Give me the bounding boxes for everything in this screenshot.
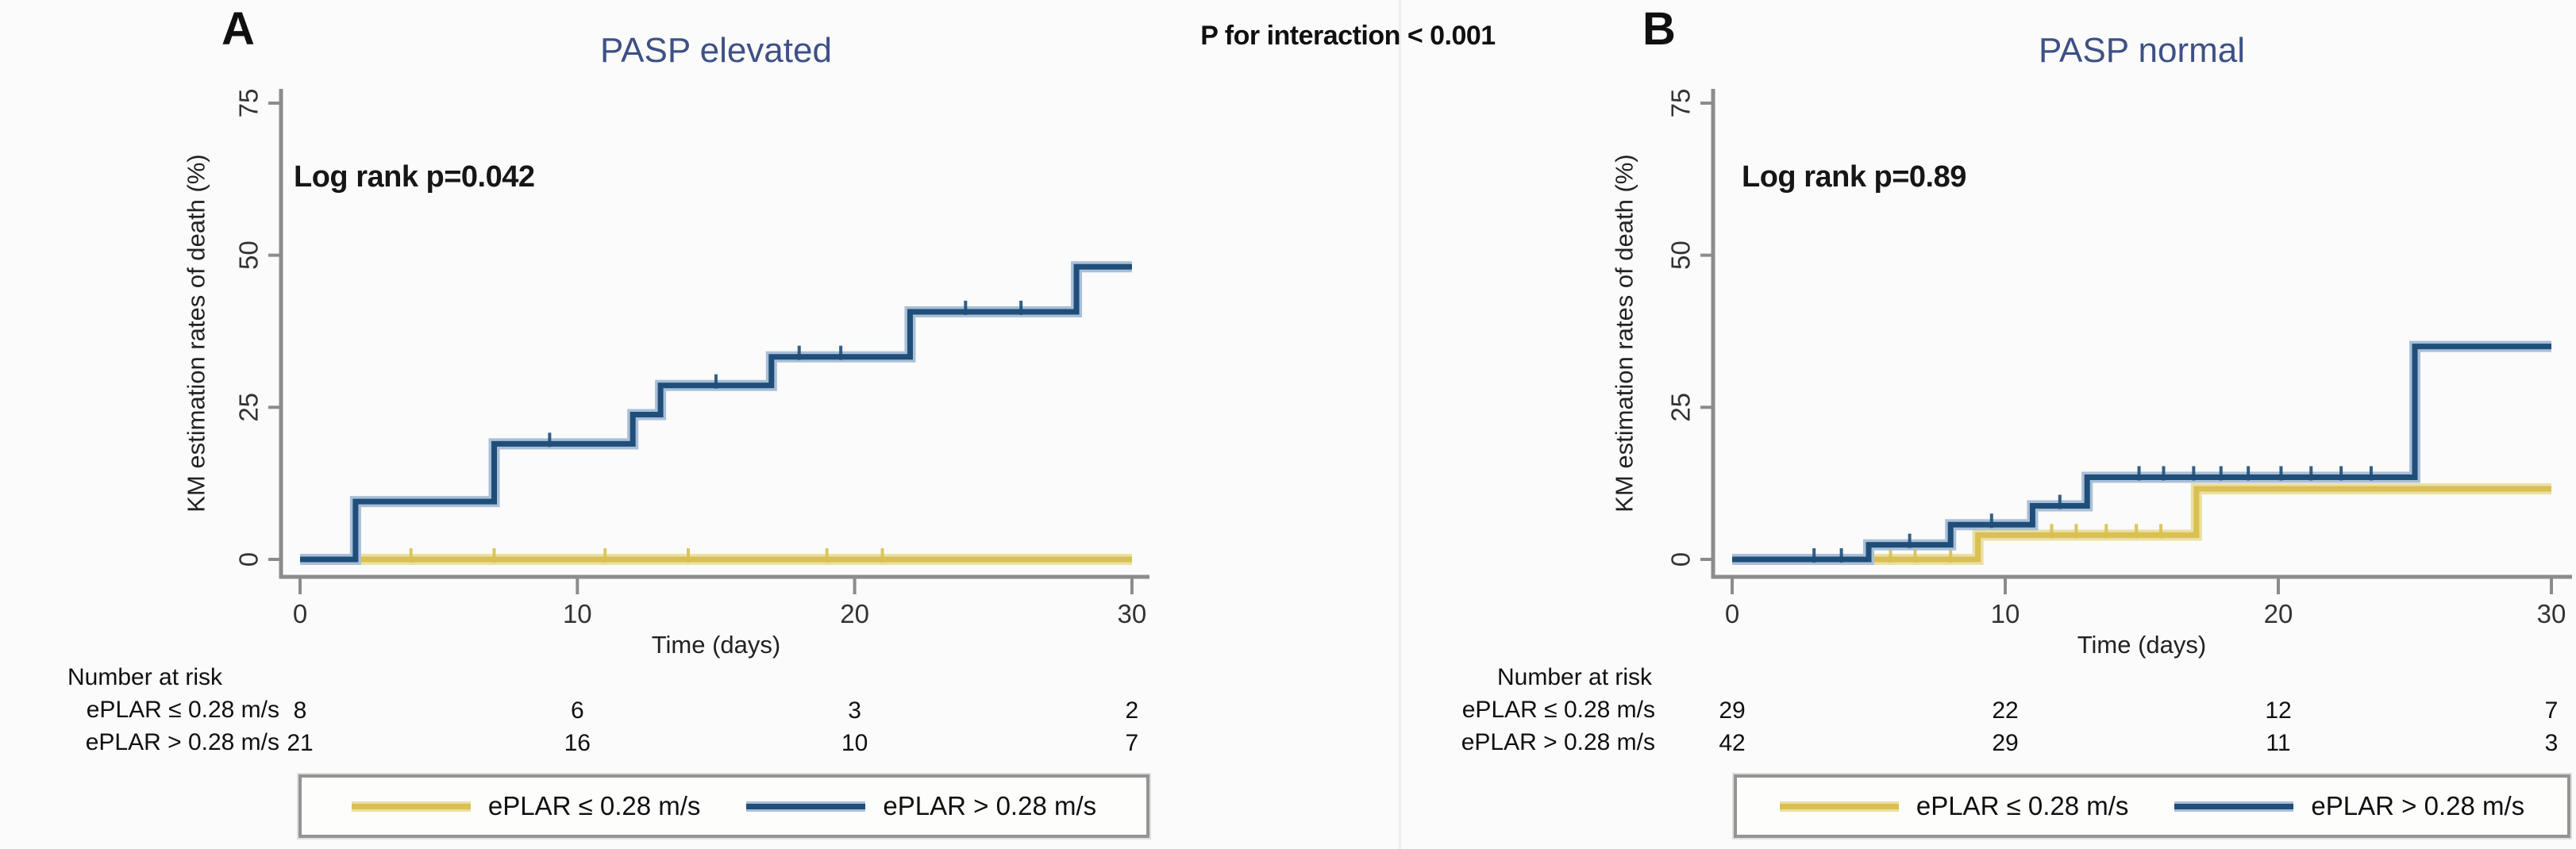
panel-b-y-axis-label: KM estimation rates of death (%) — [1610, 154, 1638, 513]
y-tick-label: 25 — [1666, 393, 1696, 422]
y-tick-label: 50 — [234, 240, 264, 270]
y-tick-label: 0 — [1666, 552, 1696, 567]
panel-B-axes: 0 25 50 75 0 10 20 30 — [1666, 89, 2572, 628]
legend-label: ePLAR ≤ 0.28 m/s — [487, 791, 701, 820]
panel-b-logrank-annotation: Log rank p=0.89 — [1742, 160, 1966, 194]
x-tick-label: 0 — [293, 599, 307, 628]
panel-a-x-axis-label: Time (days) — [651, 631, 781, 659]
legend-entry: ePLAR > 0.28 m/s — [2174, 791, 2524, 821]
panel-b-risk-row-label-le: ePLAR ≤ 0.28 m/s — [1461, 697, 1655, 723]
y-tick-label: 75 — [1666, 89, 1696, 118]
legend-entry: ePLAR ≤ 0.28 m/s — [351, 791, 701, 821]
panel-a-risk-row-label-gt: ePLAR > 0.28 m/s — [85, 729, 279, 755]
panel-b-x-axis-label: Time (days) — [2077, 631, 2207, 659]
km-curve-halo — [1732, 340, 2551, 565]
km-curve — [300, 263, 1132, 563]
legend-line-core — [1779, 803, 1899, 809]
interaction-p-value: P for interaction < 0.001 — [1200, 21, 1496, 51]
legend-line-sample — [351, 801, 471, 812]
panel-b-title: PASP normal — [2038, 31, 2246, 70]
legend-line-sample — [746, 801, 866, 812]
x-tick-label: 30 — [2537, 599, 2566, 628]
panel-A-axes: 0 25 50 75 0 10 20 30 — [234, 89, 1149, 628]
panel-a-number-at-risk-heading: Number at risk — [67, 664, 223, 690]
panel-A-series-blue-curve — [300, 261, 1132, 565]
legend-line-sample — [1779, 801, 1899, 812]
panel-a-logrank-annotation: Log rank p=0.042 — [294, 160, 535, 194]
x-tick-label: 20 — [840, 599, 869, 628]
panel-b-number-at-risk-heading: Number at risk — [1497, 664, 1653, 690]
km-curve-halo — [1732, 483, 2551, 565]
legend-line-core — [351, 803, 471, 809]
y-tick-label: 0 — [234, 552, 264, 567]
y-tick-label: 25 — [234, 393, 264, 422]
panel-B-series-blue-curve — [1732, 340, 2551, 565]
legend-label: ePLAR > 0.28 m/s — [2311, 791, 2525, 820]
panel-a-y-axis-label: KM estimation rates of death (%) — [182, 154, 210, 513]
x-tick-label: 0 — [1725, 599, 1739, 628]
y-tick-label: 50 — [1666, 240, 1696, 270]
legend-entry: ePLAR ≤ 0.28 m/s — [1779, 791, 2129, 821]
panel-a-title: PASP elevated — [600, 31, 832, 70]
legend-line-core — [746, 803, 866, 809]
panel-b-legend: ePLAR ≤ 0.28 m/s ePLAR > 0.28 m/s — [1734, 774, 2570, 838]
km-curve — [1732, 486, 2551, 563]
x-tick-label: 10 — [563, 599, 592, 628]
x-tick-label: 10 — [1991, 599, 2020, 628]
x-tick-label: 20 — [2264, 599, 2293, 628]
panel-b-letter: B — [1642, 3, 1676, 55]
legend-line-sample — [2174, 801, 2294, 812]
panel-divider — [1399, 0, 1401, 849]
panel-a-letter: A — [221, 3, 255, 55]
legend-entry: ePLAR > 0.28 m/s — [746, 791, 1096, 821]
legend-label: ePLAR > 0.28 m/s — [883, 791, 1097, 820]
panel-b-risk-row-label-gt: ePLAR > 0.28 m/s — [1461, 729, 1655, 755]
panel-a-legend: ePLAR ≤ 0.28 m/s ePLAR > 0.28 m/s — [298, 774, 1149, 838]
panel-a-risk-row-label-le: ePLAR ≤ 0.28 m/s — [86, 697, 279, 723]
y-tick-label: 75 — [234, 89, 264, 118]
panel-B-series-gold-curve — [1732, 483, 2551, 565]
panel-A-series-gold-curve — [300, 548, 1132, 565]
legend-line-core — [2174, 803, 2294, 809]
x-tick-label: 30 — [1118, 599, 1147, 628]
km-curve — [1732, 344, 2551, 563]
legend-label: ePLAR ≤ 0.28 m/s — [1916, 791, 2129, 820]
